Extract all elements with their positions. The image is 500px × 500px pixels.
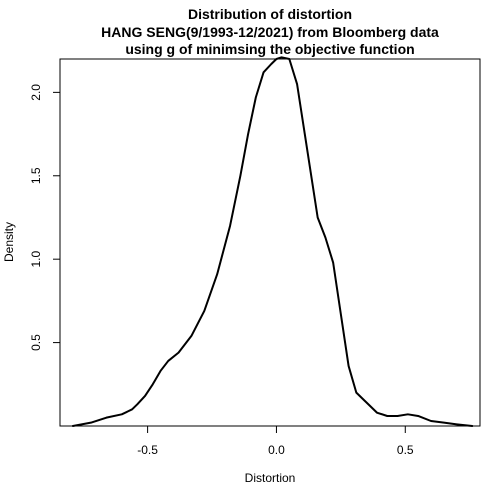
title-line-3: using g of minimsing the objective funct… [125,41,414,57]
y-tick-label: 1.5 [29,167,43,184]
x-tick-label: 0.5 [397,443,414,457]
title-line-1: Distribution of distortion [188,6,352,22]
x-axis-label: Distortion [245,471,296,485]
x-axis: -0.5 0.0 0.5 [137,425,414,457]
y-axis-label: Density [2,222,16,262]
x-tick-label: -0.5 [137,443,158,457]
y-axis: 0.5 1.0 1.5 2.0 [29,84,61,351]
x-tick-label: 0.0 [268,443,285,457]
y-tick-label: 1.0 [29,251,43,268]
title-line-2: HANG SENG(9/1993-12/2021) from Bloomberg… [101,24,439,40]
density-curve [71,56,474,427]
chart-title: Distribution of distortion HANG SENG(9/1… [101,6,439,57]
y-tick-label: 0.5 [29,334,43,351]
y-tick-label: 2.0 [29,84,43,101]
